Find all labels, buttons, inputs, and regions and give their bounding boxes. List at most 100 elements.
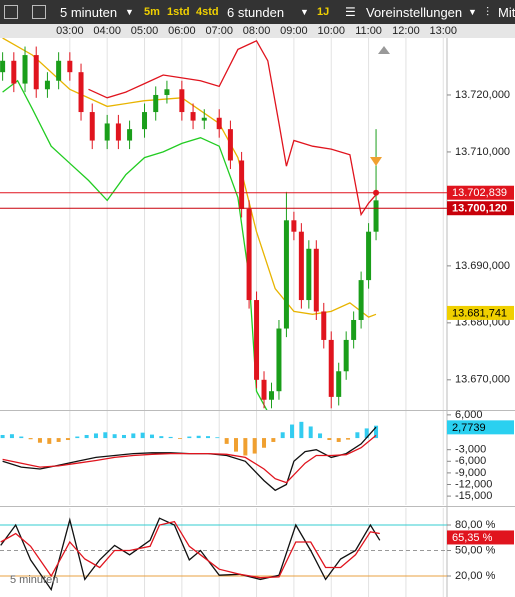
candle-body	[283, 220, 289, 329]
histogram-bar	[234, 438, 239, 452]
dropdown-arrow[interactable]: ▼	[468, 7, 477, 17]
candle-body	[261, 379, 267, 400]
histogram-bar	[336, 438, 341, 442]
panel-annotation: 5 minuten	[10, 574, 58, 586]
candle-body	[164, 89, 170, 95]
y-tick-label: 13.720,000	[455, 89, 510, 101]
y-tick-label: -6,000	[455, 455, 486, 467]
period-button[interactable]: 4std	[196, 6, 219, 18]
value-tag-label: 13.681,741	[452, 307, 507, 319]
last-price-dot	[373, 189, 380, 196]
histogram-bar	[75, 436, 80, 439]
time-axis	[0, 24, 515, 38]
toolbar: 5 minuten ▼ 5m 1std 4std 6 stunden ▼ 1J …	[0, 0, 515, 24]
x-tick-label: 03:00	[56, 25, 84, 37]
histogram-bar	[374, 425, 379, 439]
histogram-bar	[252, 438, 257, 454]
candle-body	[56, 60, 62, 81]
alert-marker	[370, 157, 382, 166]
y-tick-label: 20,00 %	[455, 570, 496, 582]
candle-body	[343, 339, 349, 372]
candle-body	[216, 117, 222, 130]
candle-body	[351, 319, 357, 340]
candle-body	[239, 160, 245, 209]
range-button[interactable]: 1J	[317, 6, 330, 18]
y-tick-label: 50,00 %	[455, 544, 496, 556]
candle-body	[153, 94, 159, 113]
value-tag	[447, 530, 514, 545]
candle-body	[254, 300, 260, 380]
histogram-bar	[93, 433, 98, 439]
settings-icon[interactable]: ☰	[345, 5, 356, 19]
candle-body	[11, 60, 17, 84]
candle-body	[328, 339, 334, 397]
candle-body	[336, 371, 342, 397]
x-tick-label: 08:00	[243, 25, 271, 37]
histogram-bar	[346, 438, 351, 440]
indicator-line	[88, 39, 377, 217]
dropdown-arrow[interactable]: ▼	[300, 7, 309, 17]
histogram-bar	[140, 432, 145, 439]
x-tick-label: 09:00	[280, 25, 308, 37]
value-tag-label: 13.702,839	[452, 187, 507, 199]
candle-body	[373, 200, 379, 232]
period-button[interactable]: 5m	[144, 6, 160, 18]
value-tag	[447, 201, 514, 216]
histogram-bar	[103, 432, 108, 439]
more-button[interactable]: Mit	[498, 5, 515, 20]
indicator-line	[2, 434, 377, 484]
histogram-bar	[47, 438, 52, 444]
plot-area	[0, 517, 447, 592]
x-tick-label: 13:00	[430, 25, 458, 37]
candle-body	[358, 280, 364, 320]
plot-layer: 03:00 04:00 05:00 06:00 07:00 08:00 09:00 10:00…	[0, 25, 514, 597]
indicator-icon[interactable]: ⫶	[486, 5, 490, 19]
indicator-line	[0, 517, 381, 592]
value-tag-label: 2,7739	[452, 422, 486, 434]
histogram-bar	[308, 426, 313, 439]
histogram-bar	[290, 424, 295, 439]
y-tick-label: 13.670,000	[455, 374, 510, 386]
x-tick-label: 05:00	[131, 25, 159, 37]
histogram-bar	[177, 438, 182, 439]
candle-body	[201, 117, 207, 121]
candle-body	[246, 208, 252, 301]
candle-body	[306, 248, 312, 301]
period-select[interactable]: 5 minuten	[60, 5, 118, 20]
candle-body	[313, 248, 319, 312]
period-button[interactable]: 1std	[167, 6, 190, 18]
histogram-bar	[84, 434, 89, 439]
menu-icon[interactable]	[4, 5, 18, 19]
y-tick-label: -9,000	[455, 467, 486, 479]
histogram-bar	[224, 438, 229, 444]
layout-icon[interactable]	[32, 5, 46, 19]
dropdown-arrow[interactable]: ▼	[125, 7, 134, 17]
y-tick-label: 13.710,000	[455, 146, 510, 158]
scroll-marker	[378, 46, 390, 54]
candle-body	[321, 311, 327, 340]
x-tick-label: 06:00	[168, 25, 196, 37]
presets-select[interactable]: Voreinstellungen	[366, 5, 463, 20]
candle-body	[89, 112, 95, 141]
plot-area	[0, 38, 379, 410]
candle-body	[366, 231, 372, 281]
y-tick-label: 13.690,000	[455, 260, 510, 272]
candle-body	[67, 60, 73, 73]
candle-body	[179, 89, 185, 113]
candle-body	[142, 112, 148, 130]
x-tick-label: 11:00	[355, 25, 382, 37]
histogram-bar	[56, 438, 61, 442]
histogram-bar	[112, 434, 117, 439]
value-tag-label: 13.700,120	[452, 203, 507, 215]
candle-body	[115, 123, 121, 141]
histogram-bar	[364, 428, 369, 439]
candle-body	[33, 55, 39, 90]
plot-area	[0, 421, 379, 492]
candle-body	[190, 112, 196, 121]
value-tag	[447, 420, 514, 435]
histogram-bar	[131, 433, 136, 439]
range-select[interactable]: 6 stunden	[227, 5, 285, 20]
histogram-bar	[28, 438, 33, 440]
histogram-bar	[9, 434, 14, 439]
